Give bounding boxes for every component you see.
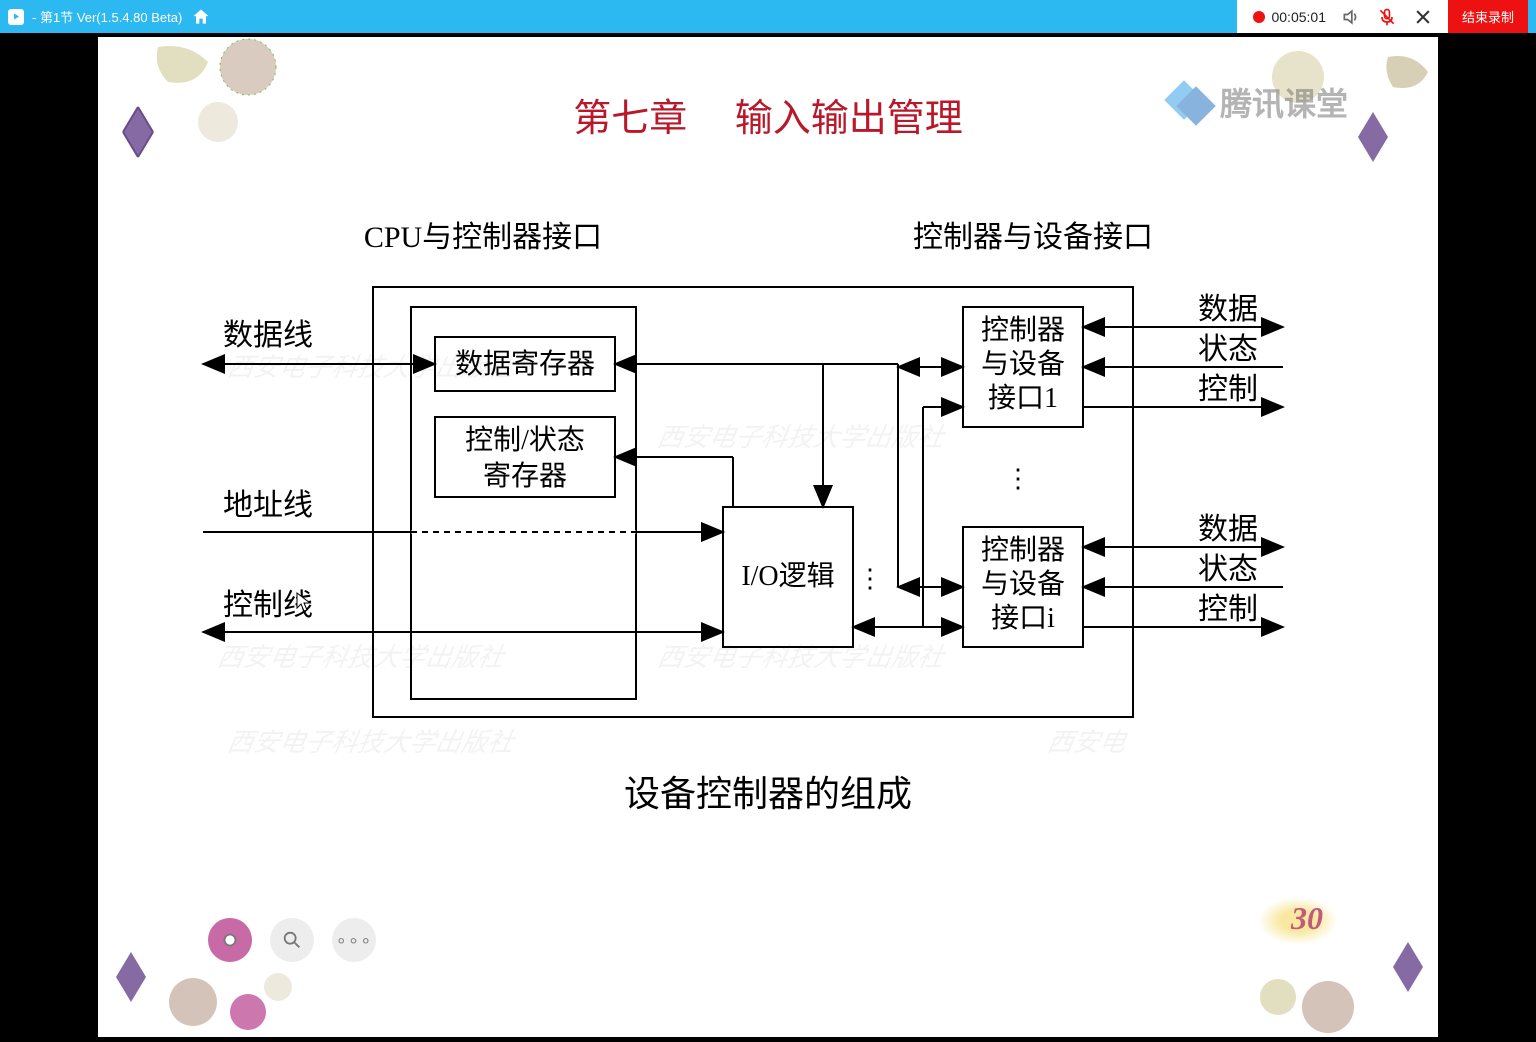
record-dot-icon [1253, 11, 1265, 23]
more-tools-button[interactable]: ∘∘∘ [332, 918, 376, 962]
diagram-dots: ⋮ [1005, 463, 1041, 493]
titlebar: - 第1节 Ver(1.5.4.80 Beta) 00:05:01 [0, 0, 1536, 33]
svg-text:状态: 状态 [1198, 333, 1258, 366]
svg-text:寄存器: 寄存器 [483, 460, 567, 492]
svg-text:与设备: 与设备 [981, 568, 1065, 600]
svg-text:I/O逻辑: I/O逻辑 [741, 560, 834, 592]
svg-text:控制器: 控制器 [981, 534, 1065, 566]
app-logo-icon [8, 9, 24, 25]
zoom-tool-button[interactable] [270, 918, 314, 962]
svg-text:状态: 状态 [1198, 553, 1258, 586]
svg-text:数据: 数据 [1198, 513, 1258, 546]
diagram: CPU与控制器接口 控制器与设备接口 数据寄存器 控制/状态 寄存器 [163, 207, 1373, 777]
slide: 腾讯课堂 第七章 输入输出管理 西安电子科技大学出版社 西安电子科技大学出版社 … [98, 37, 1438, 1037]
ellipsis-icon: ∘∘∘ [336, 930, 373, 951]
svg-text:数据线: 数据线 [223, 319, 313, 352]
svg-text:地址线: 地址线 [223, 489, 313, 522]
diagram-dots: ⋮ [857, 563, 893, 593]
mic-muted-icon[interactable] [1376, 6, 1398, 28]
svg-text:数据: 数据 [1198, 293, 1258, 326]
home-icon[interactable] [190, 6, 212, 28]
svg-text:控制/状态: 控制/状态 [465, 424, 585, 456]
stage: 腾讯课堂 第七章 输入输出管理 西安电子科技大学出版社 西安电子科技大学出版社 … [0, 33, 1536, 1042]
presenter-toolbar: ∘∘∘ [208, 918, 376, 962]
end-recording-button[interactable]: 结束录制 [1448, 0, 1528, 33]
svg-text:控制线: 控制线 [223, 589, 313, 622]
slide-caption: 设备控制器的组成 [98, 765, 1438, 817]
svg-text:控制器: 控制器 [981, 314, 1065, 346]
slide-title: 第七章 输入输出管理 [98, 87, 1438, 142]
pointer-tool-button[interactable] [208, 918, 252, 962]
svg-text:接口i: 接口i [991, 602, 1055, 634]
svg-text:接口1: 接口1 [988, 382, 1058, 414]
svg-text:控制: 控制 [1198, 593, 1258, 626]
page-number: 30 [1291, 900, 1323, 937]
close-icon[interactable] [1412, 6, 1434, 28]
speaker-icon[interactable] [1340, 6, 1362, 28]
diagram-header-right: 控制器与设备接口 [913, 221, 1153, 254]
window-title: - 第1节 Ver(1.5.4.80 Beta) [32, 7, 182, 26]
svg-text:与设备: 与设备 [981, 348, 1065, 380]
svg-text:控制: 控制 [1198, 373, 1258, 406]
recording-timer: 00:05:01 [1253, 9, 1326, 25]
diagram-header-left: CPU与控制器接口 [364, 221, 602, 254]
svg-text:数据寄存器: 数据寄存器 [455, 348, 595, 380]
